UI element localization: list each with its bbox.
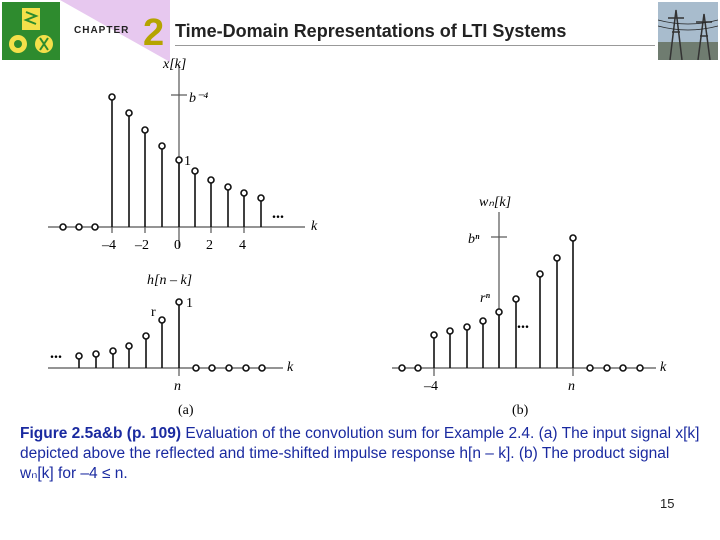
panel-a-bottom-xlabel: k	[287, 360, 294, 375]
panel-a-top-one-label: 1	[184, 154, 191, 169]
figure-caption: Figure 2.5a&b (p. 109) Evaluation of the…	[20, 424, 700, 484]
panel-a-top-b-label: b⁻⁴	[189, 91, 208, 106]
panel-a-label: (a)	[178, 403, 194, 418]
chapter-label: CHAPTER	[74, 25, 130, 36]
tick-label: 2	[206, 238, 213, 253]
tick-label: –4	[101, 238, 116, 253]
panel-b: wₙ[k] bⁿ rⁿ ... k –4 n	[392, 195, 667, 394]
panel-a-bottom-ylabel: h[n – k]	[147, 273, 192, 288]
panel-a-top-ellipsis: ...	[272, 205, 284, 222]
slide-title: Time-Domain Representations of LTI Syste…	[175, 21, 567, 41]
panel-a-top-ylabel: x[k]	[162, 57, 186, 72]
panel-b-ellipsis: ...	[517, 315, 529, 332]
panel-b-bn-label: bⁿ	[468, 232, 480, 247]
caption-figure-ref: Figure 2.5a&b (p. 109)	[20, 425, 182, 442]
panel-a-bottom-ellipsis: ...	[50, 345, 62, 362]
panel-b-label: (b)	[512, 403, 529, 418]
university-logo-icon	[2, 2, 60, 60]
tick-label: 0	[174, 238, 181, 253]
power-lines-photo-icon	[657, 2, 719, 61]
chapter-tab	[60, 0, 170, 62]
panel-b-tick-n: n	[568, 379, 575, 394]
tick-label: 4	[239, 238, 246, 253]
page-number: 15	[660, 496, 675, 511]
panel-b-ylabel: wₙ[k]	[479, 195, 511, 210]
panel-a-bottom-r-label: r	[151, 305, 156, 320]
panel-a-top-xlabel: k	[311, 219, 318, 234]
panel-b-rn-label: rⁿ	[480, 291, 490, 306]
panel-b-xlabel: k	[660, 360, 667, 375]
convolution-figure: x[k] b⁻⁴ 1 ... k –4 –2 0 2 4 h[n – k] 1 …	[48, 57, 667, 418]
panel-b-tick-minus4: –4	[423, 379, 438, 394]
panel-a-bottom-one-label: 1	[186, 296, 193, 311]
panel-a-top: x[k] b⁻⁴ 1 ... k –4 –2 0 2 4	[48, 57, 318, 253]
panel-a-bottom-n-label: n	[174, 379, 181, 394]
panel-a-bottom: h[n – k] 1 r ... k n	[48, 273, 294, 394]
chapter-number: 2	[143, 12, 165, 54]
title-underline	[175, 45, 655, 46]
tick-label: –2	[134, 238, 149, 253]
caption-text: Evaluation of the convolution sum for Ex…	[20, 425, 700, 482]
